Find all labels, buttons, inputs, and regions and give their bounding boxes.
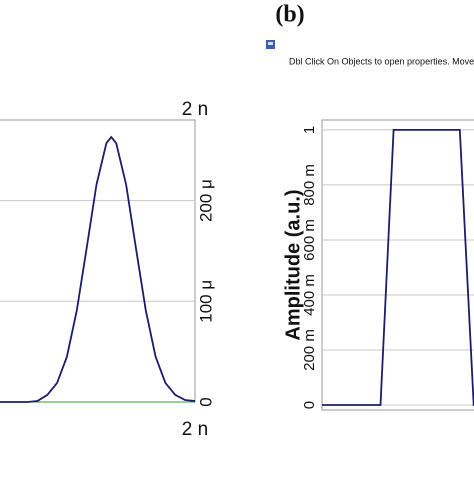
status-icon	[266, 40, 275, 49]
x-axis-label: 2 n	[182, 419, 208, 440]
y-tick-label: 200 m	[301, 329, 318, 371]
y-tick-label: 400 m	[301, 274, 318, 316]
y-axis-label: Amplitude (a.u.)	[282, 189, 304, 340]
status-text: Dbl Click On Objects to open properties.…	[289, 56, 474, 66]
y-tick-label: 200 μ	[196, 179, 215, 222]
plot-area	[321, 119, 474, 411]
x-axis-label: 2 n	[182, 99, 208, 120]
y-tick-label: 1	[301, 126, 318, 134]
y-tick-label: 100 μ	[196, 280, 215, 323]
y-tick-label: 800 m	[301, 164, 318, 206]
y-tick-label: 0	[301, 401, 318, 409]
data-line	[322, 129, 474, 406]
y-tick-label: 600 m	[301, 219, 318, 261]
y-tick-label: 0	[196, 397, 215, 406]
data-line	[0, 135, 196, 403]
panel-label: (b)	[275, 2, 304, 28]
plot-area	[0, 119, 196, 403]
